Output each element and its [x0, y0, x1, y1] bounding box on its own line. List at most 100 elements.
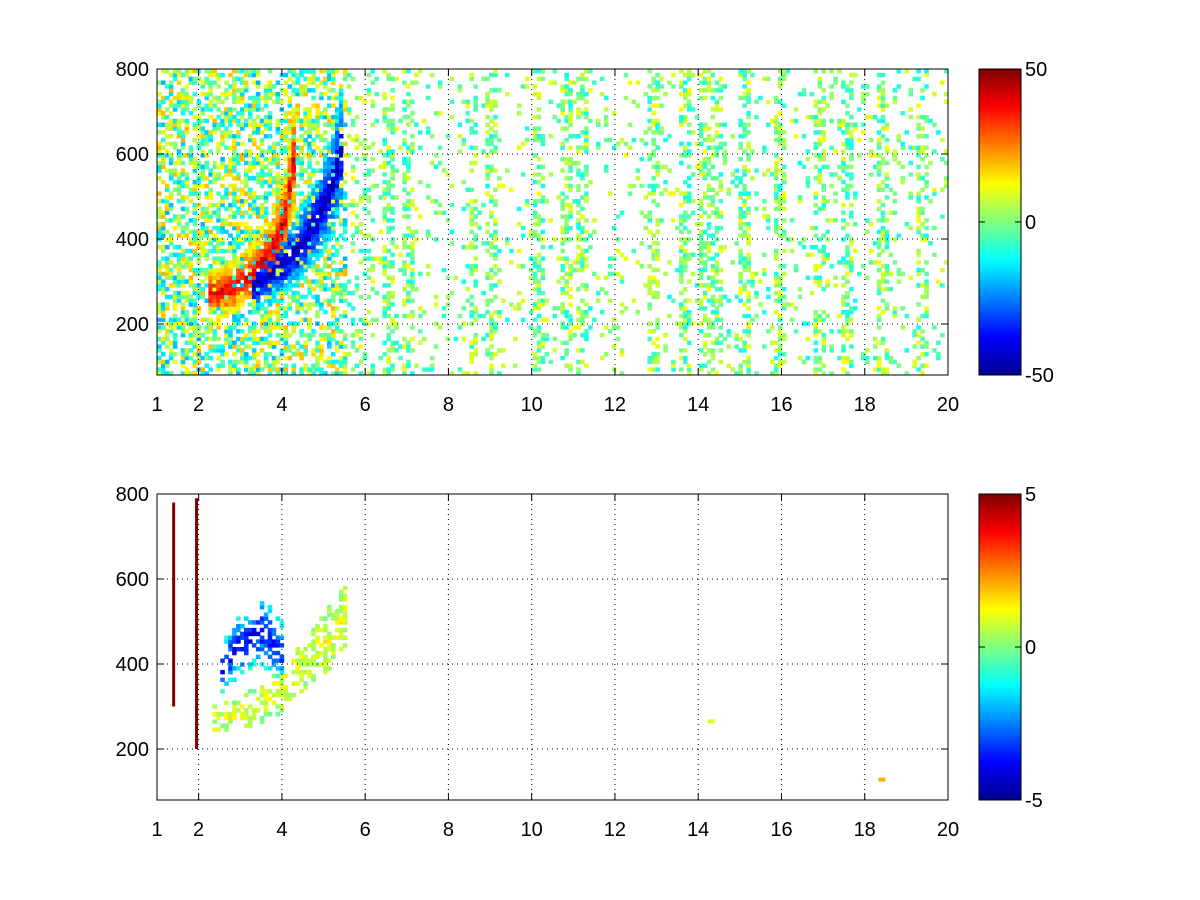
heatmap-cell — [659, 126, 664, 131]
heatmap-cell — [789, 302, 795, 307]
heatmap-cell — [864, 355, 870, 361]
heatmap-cell — [706, 183, 712, 189]
heatmap-cell — [576, 149, 581, 154]
heatmap-cell — [184, 99, 190, 105]
heatmap-cell — [801, 91, 807, 97]
heatmap-cell — [647, 126, 652, 131]
heatmap-cell — [220, 218, 225, 223]
heatmap-cell — [781, 191, 787, 196]
heatmap-cell — [184, 210, 190, 215]
heatmap-cell — [469, 206, 474, 212]
heatmap-cell — [849, 214, 854, 219]
heatmap-cell — [560, 237, 565, 242]
heatmap-cell — [271, 256, 277, 261]
heatmap-cell — [224, 145, 229, 150]
heatmap-cell — [323, 179, 328, 185]
heatmap-cell — [228, 111, 233, 116]
heatmap-cell — [244, 199, 249, 204]
heatmap-cell — [251, 290, 257, 296]
heatmap-cell — [263, 256, 269, 261]
heatmap-cell — [311, 76, 316, 82]
heatmap-cell — [232, 279, 237, 284]
heatmap-cell — [623, 153, 629, 158]
heatmap-cell — [160, 130, 166, 135]
heatmap-cell — [841, 332, 846, 338]
heatmap-cell — [267, 256, 273, 261]
heatmap-cell — [247, 153, 253, 158]
heatmap-cell — [188, 317, 194, 323]
heatmap-cell — [192, 352, 198, 357]
heatmap-cell — [271, 267, 277, 273]
heatmap-cell — [164, 84, 170, 89]
heatmap-cell — [837, 313, 842, 319]
heatmap-cell — [599, 287, 605, 292]
heatmap-cell — [564, 202, 569, 208]
heatmap-cell — [311, 233, 316, 238]
heatmap-cell — [710, 294, 716, 300]
heatmap-cell — [311, 122, 316, 127]
heatmap-cell — [876, 287, 882, 292]
heatmap-cell — [331, 195, 336, 200]
heatmap-cell — [255, 145, 261, 150]
heatmap-cell — [647, 283, 652, 288]
heatmap-cell — [232, 325, 237, 330]
heatmap-cell — [876, 72, 882, 78]
heatmap-cell — [892, 306, 898, 311]
heatmap-cell — [880, 340, 886, 345]
heatmap-cell — [176, 199, 182, 204]
heatmap-cell — [714, 88, 720, 93]
heatmap-cell — [817, 107, 823, 112]
heatmap-cell — [825, 164, 830, 170]
heatmap-cell — [683, 317, 688, 323]
heatmap-cell — [180, 279, 186, 284]
heatmap-cell — [588, 244, 593, 250]
heatmap-cell — [694, 283, 700, 288]
heatmap-cell — [940, 80, 945, 85]
heatmap-cell — [342, 298, 348, 303]
heatmap-cell — [817, 111, 823, 116]
heatmap-cell — [338, 126, 344, 131]
heatmap-cell — [216, 218, 221, 223]
heatmap-cell — [204, 103, 210, 108]
heatmap-cell — [742, 187, 747, 192]
heatmap-cell — [251, 256, 257, 261]
heatmap-cell — [176, 244, 182, 250]
heatmap-cell — [619, 252, 625, 258]
heatmap-cell — [505, 317, 510, 323]
heatmap-cell — [406, 214, 411, 219]
heatmap-cell — [406, 168, 411, 173]
heatmap-cell — [303, 256, 308, 261]
heatmap-cell — [489, 168, 494, 173]
heatmap-cell — [295, 271, 300, 277]
heatmap-cell — [410, 111, 415, 116]
heatmap-cell — [920, 126, 925, 131]
heatmap-cell — [406, 99, 411, 105]
heatmap-cell — [216, 244, 221, 250]
heatmap-cell — [176, 290, 182, 296]
heatmap-cell — [279, 191, 285, 196]
heatmap-cell — [706, 156, 712, 162]
heatmap-cell — [461, 179, 467, 185]
heatmap-cell — [204, 134, 210, 139]
heatmap-cell — [287, 355, 293, 361]
heatmap-cell — [251, 248, 257, 254]
heatmap-cell — [406, 84, 411, 89]
heatmap-cell — [552, 114, 558, 120]
heatmap-cell — [738, 210, 743, 215]
heatmap-cell — [714, 298, 720, 303]
heatmap-cell — [251, 156, 257, 162]
heatmap-cell — [216, 306, 221, 311]
heatmap-cell — [402, 264, 407, 269]
heatmap-cell — [568, 122, 573, 127]
heatmap-cell — [196, 202, 202, 208]
heatmap-cell — [679, 256, 684, 261]
heatmap-cell — [263, 210, 269, 215]
heatmap-cell — [679, 91, 684, 97]
heatmap-cell — [884, 371, 890, 375]
heatmap-cell — [489, 352, 494, 357]
heatmap-cell — [271, 287, 277, 292]
heatmap-cell — [706, 84, 712, 89]
heatmap-cell — [184, 130, 190, 135]
heatmap-cell — [228, 298, 233, 303]
heatmap-cell — [449, 183, 455, 189]
